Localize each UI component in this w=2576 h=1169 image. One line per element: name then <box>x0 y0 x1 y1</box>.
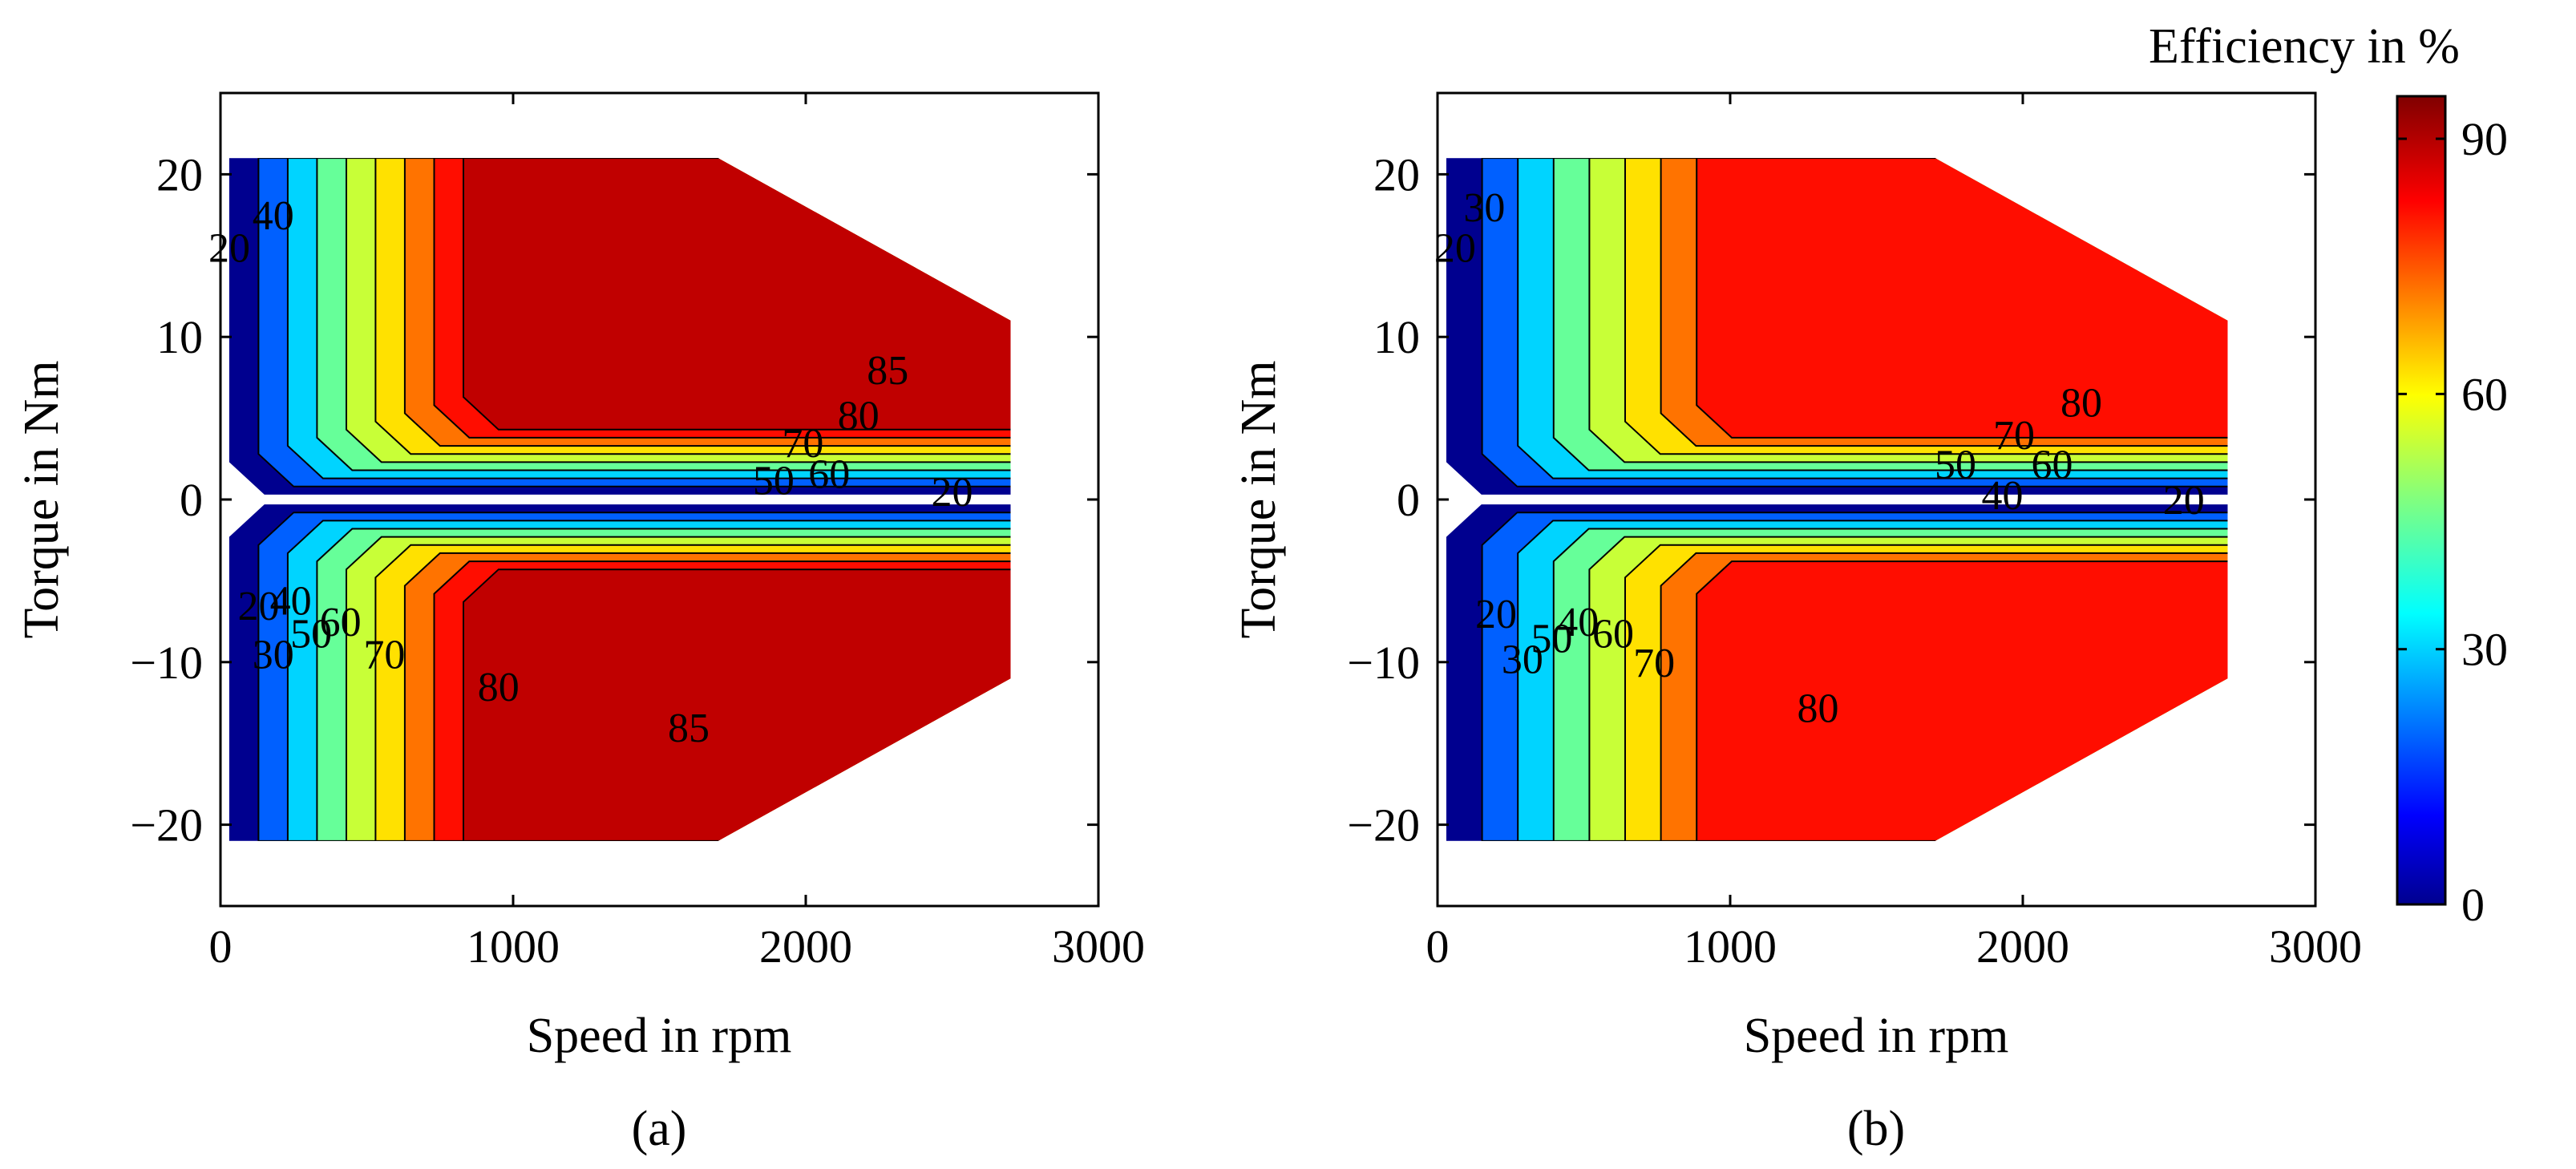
y-axis-label-a: Torque in Nm <box>14 361 69 639</box>
colorbar-ticks: 0 30 60 90 <box>2397 113 2508 931</box>
colorbar-tick-label: 30 <box>2461 624 2508 676</box>
colorbar-tick-label: 0 <box>2461 879 2485 931</box>
x-tick-label: 1000 <box>1684 920 1777 973</box>
colorbar-tick-label: 60 <box>2461 368 2508 420</box>
efficiency-map-a <box>228 158 1011 841</box>
contour-label: 30 <box>253 633 294 678</box>
contour-label: 85 <box>867 348 908 394</box>
contour-label: 85 <box>668 706 710 751</box>
x-axis-label-a: Speed in rpm <box>527 1009 792 1063</box>
contour-label: 60 <box>320 600 362 645</box>
contour-label: 80 <box>1798 686 1839 732</box>
x-tick-label: 1000 <box>467 920 560 973</box>
contour-band-bottom-7 <box>1696 560 2228 841</box>
contour-label: 20 <box>2163 478 2205 524</box>
y-tick-label: 10 <box>156 311 203 363</box>
x-tick-label: 0 <box>209 920 233 973</box>
contour-label: 60 <box>1592 611 1634 657</box>
contour-label: 70 <box>1633 641 1675 686</box>
contour-band-top-8 <box>463 158 1011 431</box>
efficiency-map-b <box>1446 158 2228 841</box>
y-tick-label: 0 <box>1397 474 1420 526</box>
contour-label: 70 <box>363 633 405 678</box>
contour-label: 50 <box>1935 442 1976 487</box>
contour-band-top-7 <box>1696 158 2228 439</box>
y-tick-label: −20 <box>130 799 203 851</box>
contour-label: 40 <box>1557 600 1599 645</box>
x-tick-label: 3000 <box>2269 920 2362 973</box>
contour-label: 30 <box>1502 637 1543 683</box>
y-axis-label-b: Torque in Nm <box>1231 361 1286 639</box>
contour-label: 20 <box>237 584 279 629</box>
contour-label: 50 <box>753 459 795 504</box>
colorbar: 0 30 60 90 Efficiency in % <box>2149 19 2508 931</box>
contour-label: 50 <box>1531 616 1572 661</box>
contour-label: 70 <box>782 421 823 467</box>
y-tick-label: −20 <box>1347 799 1420 851</box>
contour-label: 30 <box>1463 185 1505 231</box>
contour-label: 70 <box>1993 413 2035 459</box>
contour-label: 40 <box>253 193 294 239</box>
panel-label-a: (a) <box>632 1102 687 1156</box>
contour-label: 20 <box>208 226 250 272</box>
colorbar-title: Efficiency in % <box>2149 19 2460 74</box>
x-axis-label-b: Speed in rpm <box>1744 1009 2009 1063</box>
y-tick-label: −10 <box>1347 637 1420 689</box>
x-tick-label: 0 <box>1426 920 1450 973</box>
axis-ticks-b: 0 1000 2000 3000 20 10 0 −10 −20 <box>1347 93 2362 973</box>
contour-label: 20 <box>932 470 973 516</box>
contour-label: 40 <box>1981 473 2023 519</box>
contour-label: 80 <box>2060 380 2102 426</box>
contour-label: 80 <box>838 394 880 439</box>
contour-label: 20 <box>1434 226 1476 272</box>
x-tick-label: 2000 <box>759 920 852 973</box>
x-tick-label: 2000 <box>1976 920 2069 973</box>
contour-label: 40 <box>270 579 312 625</box>
contour-label: 80 <box>478 665 520 710</box>
contour-band-bottom-8 <box>463 568 1011 841</box>
y-tick-label: 0 <box>180 474 203 526</box>
contour-label: 50 <box>290 611 332 657</box>
y-tick-label: −10 <box>130 637 203 689</box>
colorbar-gradient <box>2396 95 2447 906</box>
colorbar-tick-label: 90 <box>2461 113 2508 165</box>
y-tick-label: 20 <box>156 148 203 200</box>
y-tick-label: 20 <box>1373 148 1420 200</box>
contour-label: 60 <box>808 452 850 498</box>
y-tick-label: 10 <box>1373 311 1420 363</box>
contour-label: 60 <box>2032 442 2073 487</box>
x-tick-label: 3000 <box>1052 920 1145 973</box>
panel-label-b: (b) <box>1847 1102 1905 1156</box>
contour-label: 20 <box>1475 592 1517 637</box>
